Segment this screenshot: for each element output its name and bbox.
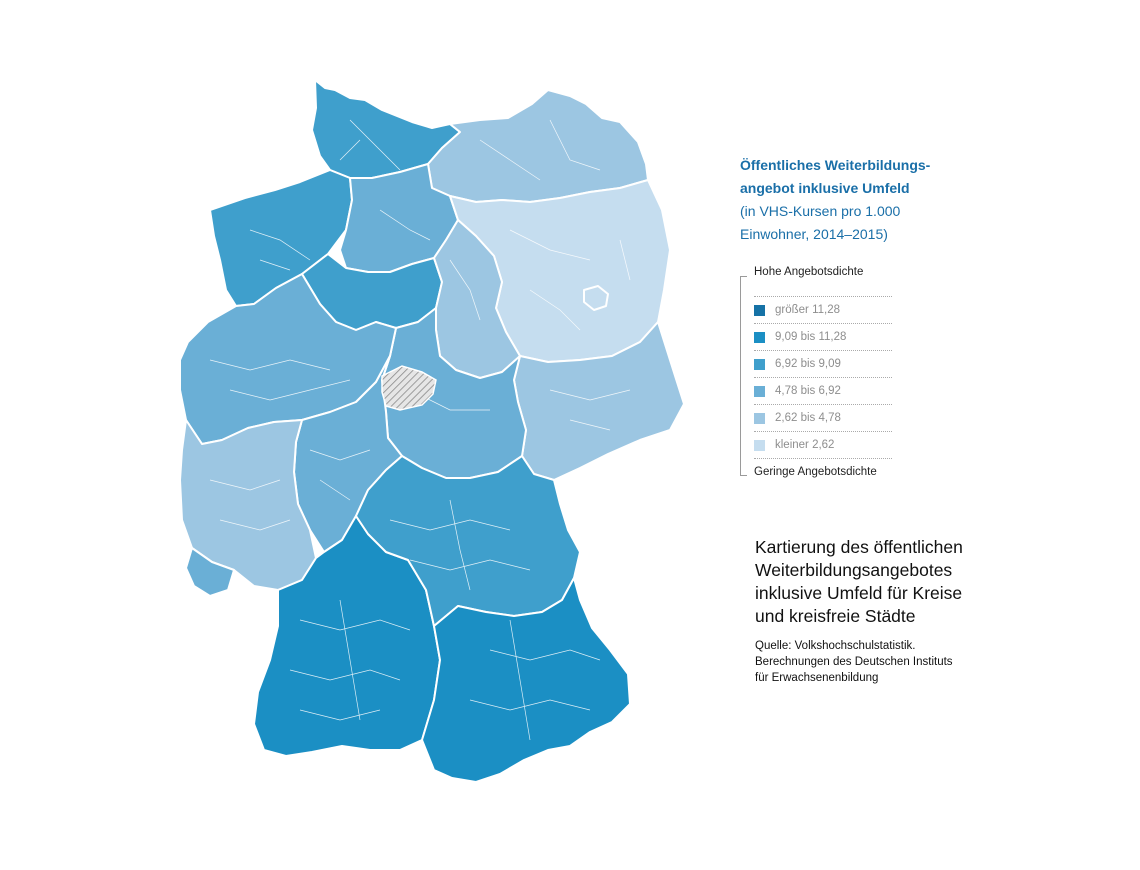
district-boundary bbox=[259, 259, 291, 271]
region-bayern-nord bbox=[355, 455, 581, 627]
legend-scale: Hohe Angebotsdichte größer 11,28 9,09 bis… bbox=[740, 266, 900, 486]
legend-item: kleiner 2,62 bbox=[754, 431, 892, 459]
district-boundary bbox=[509, 619, 531, 741]
region-mecklenburg-vorpommern bbox=[427, 89, 649, 203]
germany-map bbox=[150, 60, 730, 800]
district-boundary bbox=[289, 669, 401, 681]
legend-label: 9,09 bis 11,28 bbox=[775, 331, 847, 343]
region-berlin bbox=[583, 285, 609, 311]
caption-title: Kartierung des öffentlichen Weiterbildun… bbox=[755, 537, 963, 626]
district-boundary bbox=[409, 559, 531, 571]
legend-label: 4,78 bis 6,92 bbox=[775, 385, 841, 397]
district-boundary bbox=[489, 649, 601, 661]
district-boundary bbox=[349, 119, 401, 171]
district-boundary bbox=[569, 419, 611, 431]
district-boundary bbox=[529, 289, 581, 331]
legend-swatch bbox=[754, 358, 765, 370]
source-line1: Quelle: Volkshochschulstatistik. bbox=[755, 640, 916, 652]
legend-swatch bbox=[754, 385, 765, 397]
legend-item: größer 11,28 bbox=[754, 296, 892, 323]
nodata-region bbox=[381, 365, 437, 411]
legend-swatch bbox=[754, 331, 765, 343]
district-boundary bbox=[309, 449, 371, 461]
legend-label: 2,62 bis 4,78 bbox=[775, 412, 841, 424]
district-boundary bbox=[449, 259, 481, 321]
legend-swatch bbox=[754, 439, 765, 451]
region-saarland bbox=[185, 547, 235, 597]
legend-bracket bbox=[740, 276, 747, 476]
legend-item: 6,92 bis 9,09 bbox=[754, 350, 892, 377]
legend-label: 6,92 bis 9,09 bbox=[775, 358, 841, 370]
district-boundary bbox=[209, 479, 281, 491]
district-boundary bbox=[549, 119, 601, 171]
legend-label: größer 11,28 bbox=[775, 304, 840, 316]
district-boundary bbox=[339, 599, 361, 721]
source-line3: für Erwachsenenbildung bbox=[755, 672, 879, 684]
district-boundary bbox=[319, 479, 351, 501]
district-boundary bbox=[249, 229, 311, 261]
district-boundary bbox=[449, 499, 471, 591]
region-bayern-sued bbox=[421, 577, 631, 783]
district-boundary bbox=[219, 519, 291, 531]
district-boundary bbox=[619, 239, 631, 281]
district-boundary bbox=[209, 359, 331, 371]
legend-items: größer 11,28 9,09 bis 11,28 6,92 bis 9,09 4… bbox=[754, 296, 892, 459]
caption-source: Quelle: Volkshochschulstatistik. Berechn… bbox=[755, 638, 995, 686]
district-boundary bbox=[299, 709, 381, 721]
legend-swatch bbox=[754, 412, 765, 424]
legend-item: 9,09 bis 11,28 bbox=[754, 323, 892, 350]
district-boundary bbox=[389, 519, 511, 531]
district-boundary bbox=[379, 209, 431, 241]
legend-title: Öffentliches Weiterbildungs- angebot ink… bbox=[740, 154, 1000, 246]
legend-subtitle-line2: Einwohner, 2014–2015) bbox=[740, 226, 888, 242]
source-line2: Berechnungen des Deutschen Instituts bbox=[755, 656, 953, 668]
district-boundary bbox=[229, 379, 351, 401]
district-boundary bbox=[339, 139, 361, 161]
legend-subtitle-line1: (in VHS-Kursen pro 1.000 bbox=[740, 203, 901, 219]
legend-item: 2,62 bis 4,78 bbox=[754, 404, 892, 431]
district-boundary bbox=[509, 229, 591, 261]
district-boundary bbox=[479, 139, 541, 181]
legend-item: 4,78 bis 6,92 bbox=[754, 377, 892, 404]
legend-title-line2: angebot inklusive Umfeld bbox=[740, 180, 910, 196]
district-boundary bbox=[299, 619, 411, 631]
legend-low-label: Geringe Angebotsdichte bbox=[754, 466, 877, 478]
district-boundary bbox=[469, 699, 591, 711]
legend-high-label: Hohe Angebotsdichte bbox=[754, 266, 864, 278]
legend-title-line1: Öffentliches Weiterbildungs- bbox=[740, 157, 931, 173]
legend-label: kleiner 2,62 bbox=[775, 439, 835, 451]
district-boundary bbox=[549, 389, 631, 401]
legend-swatch bbox=[754, 304, 765, 316]
